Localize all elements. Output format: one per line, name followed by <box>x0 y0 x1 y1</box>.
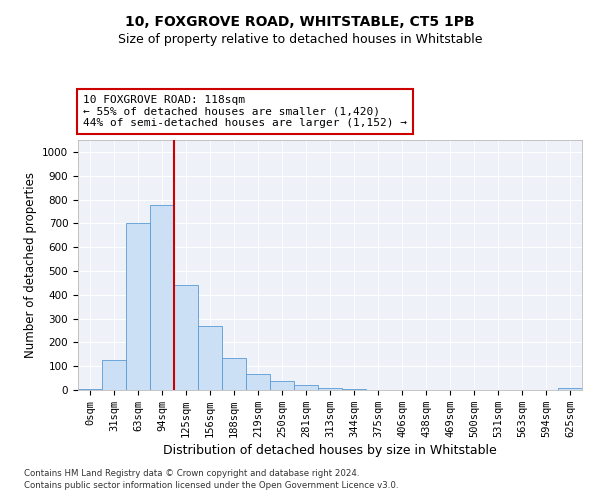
Bar <box>318 388 342 390</box>
Bar <box>198 326 222 390</box>
Text: Contains HM Land Registry data © Crown copyright and database right 2024.: Contains HM Land Registry data © Crown c… <box>24 468 359 477</box>
Bar <box>246 374 270 390</box>
Bar <box>126 224 150 390</box>
Bar <box>78 389 102 390</box>
Bar <box>558 388 582 390</box>
Bar <box>270 381 294 390</box>
Bar <box>222 358 246 390</box>
Text: Contains public sector information licensed under the Open Government Licence v3: Contains public sector information licen… <box>24 481 398 490</box>
X-axis label: Distribution of detached houses by size in Whitstable: Distribution of detached houses by size … <box>163 444 497 457</box>
Bar <box>150 206 174 390</box>
Text: Size of property relative to detached houses in Whitstable: Size of property relative to detached ho… <box>118 32 482 46</box>
Text: 10, FOXGROVE ROAD, WHITSTABLE, CT5 1PB: 10, FOXGROVE ROAD, WHITSTABLE, CT5 1PB <box>125 15 475 29</box>
Bar <box>102 360 126 390</box>
Bar <box>174 285 198 390</box>
Text: 10 FOXGROVE ROAD: 118sqm
← 55% of detached houses are smaller (1,420)
44% of sem: 10 FOXGROVE ROAD: 118sqm ← 55% of detach… <box>83 95 407 128</box>
Y-axis label: Number of detached properties: Number of detached properties <box>23 172 37 358</box>
Bar <box>294 385 318 390</box>
